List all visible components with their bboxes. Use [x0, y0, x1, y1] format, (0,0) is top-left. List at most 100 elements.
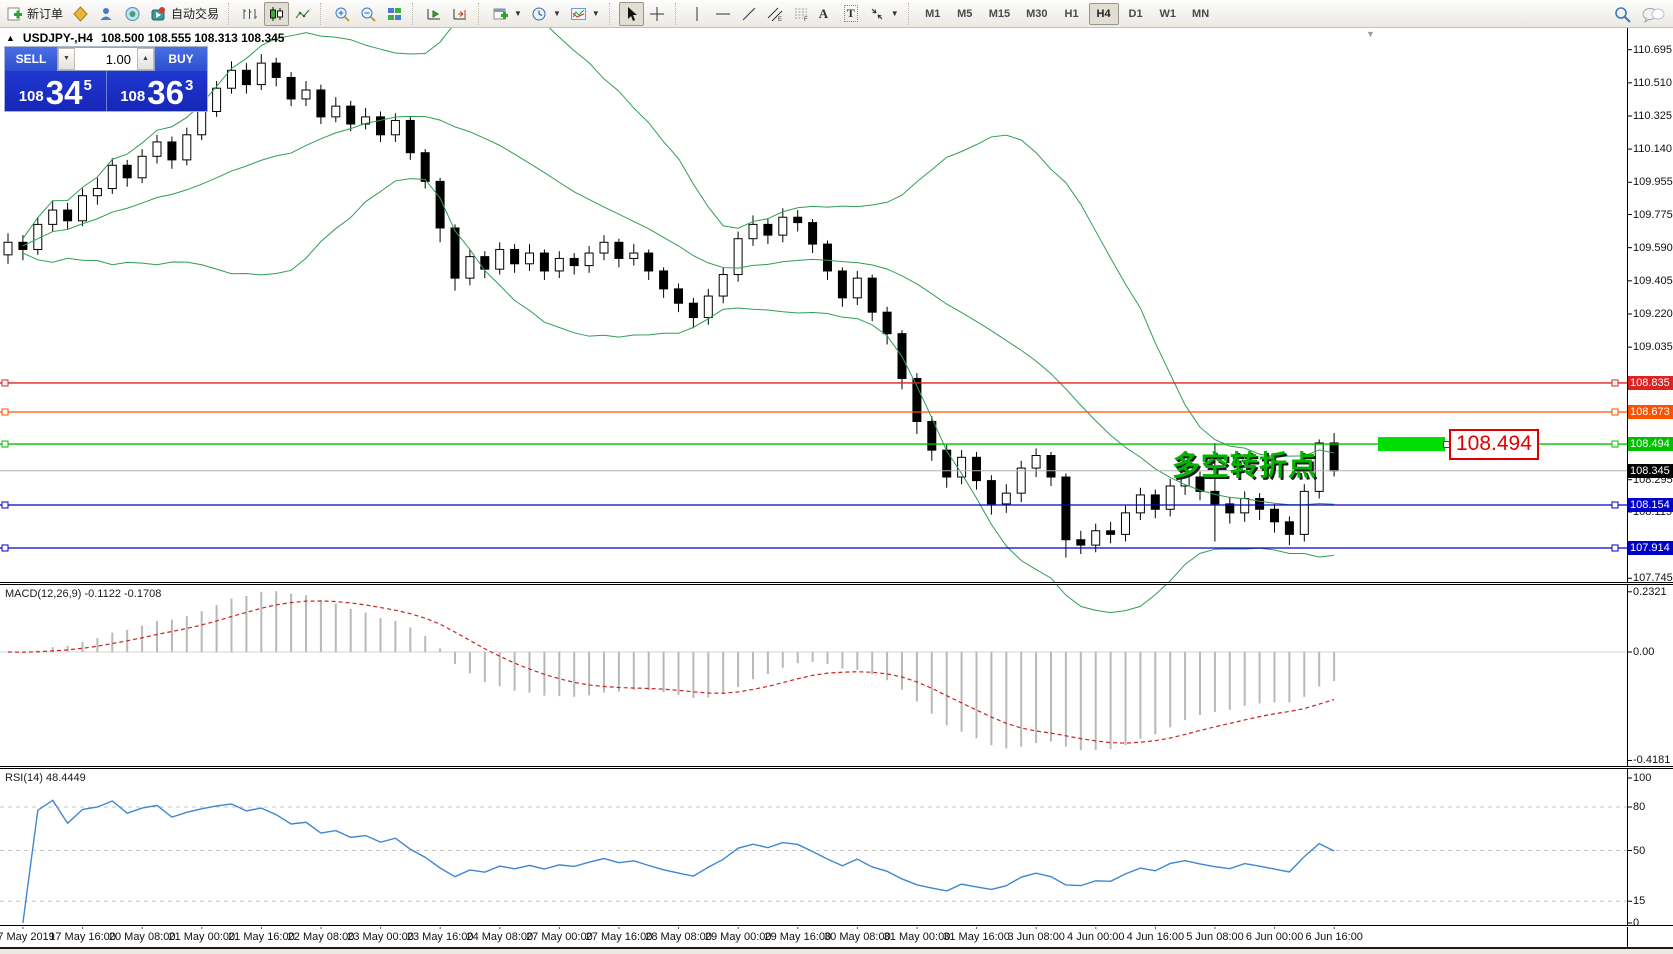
text-label-tool-button[interactable]: T	[840, 2, 864, 26]
new-chart-button[interactable]: ▼	[488, 2, 526, 26]
rsi-label: RSI(14) 48.4449	[5, 772, 86, 784]
market-watch-button[interactable]	[94, 2, 119, 26]
clock-icon	[531, 6, 548, 22]
candle-body	[629, 252, 639, 259]
new-order-button[interactable]: 新订单	[2, 2, 67, 26]
tile-windows-button[interactable]	[382, 2, 407, 26]
candle-body	[63, 209, 73, 222]
candle-body	[1165, 485, 1175, 510]
candle-body	[1150, 494, 1160, 510]
channel-tool-button[interactable]: E	[763, 2, 788, 26]
trade-panel-top-row: SELL ▼ ▲ BUY	[5, 47, 207, 71]
price-axis-tick-label: 109.955	[1633, 176, 1673, 189]
timeframe-button-m15[interactable]: M15	[982, 3, 1017, 25]
price-axis-tick-label: 110.140	[1633, 143, 1672, 156]
timeframe-button-h4[interactable]: H4	[1088, 2, 1119, 25]
toolbar-separator	[320, 2, 326, 25]
buy-price[interactable]: 108 36 3	[106, 71, 207, 111]
candle-body	[316, 89, 326, 118]
bar-chart-button[interactable]	[238, 2, 263, 26]
search-icon[interactable]	[1614, 6, 1631, 23]
sell-price-pip: 5	[83, 77, 92, 94]
candle-body	[480, 256, 490, 270]
timeframe-button-m30[interactable]: M30	[1019, 3, 1054, 25]
timeframe-button-m5[interactable]: M5	[950, 3, 980, 25]
time-axis-label: 17 May 16:00	[49, 931, 116, 943]
chart-shift-marker-icon[interactable]: ▼	[1366, 29, 1375, 39]
zoom-in-button[interactable]	[330, 2, 355, 26]
globe-icon	[124, 6, 141, 22]
sell-price[interactable]: 108 34 5	[5, 71, 106, 111]
profile-button[interactable]	[68, 2, 93, 26]
time-axis-label: 6 Jun 00:00	[1245, 931, 1304, 943]
trade-panel-price-row: 108 34 5 108 36 3	[5, 71, 207, 111]
candle-body	[420, 152, 430, 182]
chart-shift-button[interactable]	[448, 2, 473, 26]
timeframe-group: M1 M5 M15 M30 H1 H4 D1 W1 MN	[918, 2, 1216, 25]
line-chart-button[interactable]	[290, 2, 315, 26]
equidistant-channel-icon: E	[767, 6, 784, 23]
candle-body	[554, 257, 564, 272]
sell-button[interactable]: SELL	[5, 47, 57, 71]
candle-body	[227, 69, 236, 89]
time-axis-label: 30 May 08:00	[824, 931, 891, 943]
candlestick-chart-button[interactable]	[264, 1, 290, 26]
volume-stepper: ▼ ▲	[57, 47, 155, 71]
timeframe-button-mn[interactable]: MN	[1185, 3, 1216, 25]
volume-increase-button[interactable]: ▲	[137, 48, 154, 70]
timeframe-button-d1[interactable]: D1	[1121, 3, 1151, 25]
collapse-arrow-icon[interactable]: ▲	[6, 33, 15, 43]
timeframe-button-m1[interactable]: M1	[918, 3, 948, 25]
time-axis-label: 20 May 08:00	[108, 931, 176, 943]
price-tag-label[interactable]: 108.494	[1449, 429, 1539, 460]
turning-point-annotation[interactable]: 多空转折点	[1172, 450, 1318, 481]
buy-button[interactable]: BUY	[155, 47, 207, 71]
chat-icon[interactable]	[1641, 6, 1665, 23]
macd-pane-separator[interactable]	[0, 582, 1673, 585]
time-axis-label: 6 Jun 16:00	[1305, 931, 1363, 943]
candle-body	[92, 188, 102, 197]
buy-price-prefix: 108	[120, 88, 146, 105]
price-line-label: 108.154	[1628, 497, 1673, 512]
time-axis-label: 24 May 08:00	[466, 931, 534, 943]
trendline-tool-button[interactable]	[737, 2, 762, 26]
indicators-button[interactable]: ▼	[566, 2, 604, 26]
macd-signal-line	[7, 600, 1335, 744]
cursor-tool-button[interactable]	[618, 1, 644, 26]
candle-body	[3, 241, 13, 256]
candle-body	[510, 248, 520, 265]
candle-body	[1091, 530, 1101, 546]
window-bottom-strip	[0, 949, 1673, 954]
price-axis-tick-label: 107.745	[1633, 572, 1673, 585]
price-axis-tick-label: 109.035	[1633, 341, 1673, 354]
volume-decrease-button[interactable]: ▼	[58, 48, 75, 70]
text-tool-button[interactable]: A	[815, 2, 839, 26]
rsi-level-label: 80	[1633, 801, 1646, 813]
bid-price-label: 108.345	[1628, 463, 1673, 478]
periods-button[interactable]: ▼	[527, 2, 565, 26]
rsi-pane-separator[interactable]	[0, 766, 1673, 769]
time-axis-label: 27 May 00:00	[526, 931, 593, 943]
timeframe-button-h1[interactable]: H1	[1057, 3, 1087, 25]
candle-body	[688, 302, 698, 319]
bollinger-middle-band	[22, 115, 1335, 506]
arrows-tool-button[interactable]: ▼	[865, 2, 903, 26]
text-label-icon: T	[843, 5, 858, 22]
time-axis-label: 21 May 00:00	[168, 931, 236, 943]
auto-trading-button[interactable]: 自动交易	[146, 2, 223, 26]
volume-input[interactable]	[75, 48, 137, 70]
time-axis-label: 21 May 16:00	[228, 931, 295, 943]
auto-scroll-button[interactable]	[422, 2, 447, 26]
hline-tool-button[interactable]	[711, 2, 736, 26]
crosshair-tool-button[interactable]	[645, 2, 670, 26]
fibonacci-tool-button[interactable]: F	[789, 2, 814, 26]
vline-tool-button[interactable]	[685, 2, 710, 26]
price-line-label: 108.494	[1628, 437, 1673, 452]
zoom-out-button[interactable]	[356, 2, 381, 26]
time-axis-label: 28 May 08:00	[645, 931, 712, 943]
timeframe-button-w1[interactable]: W1	[1153, 3, 1184, 25]
zoom-out-icon	[360, 6, 377, 22]
news-button[interactable]	[120, 2, 145, 26]
candle-body	[405, 119, 415, 154]
